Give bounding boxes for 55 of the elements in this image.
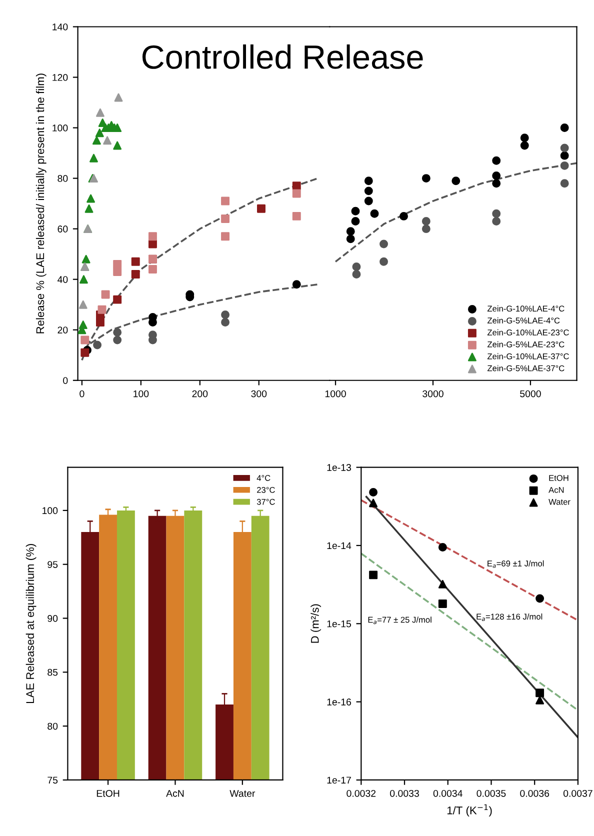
legend-label: Zein-G-5%LAE-23°C xyxy=(487,341,564,348)
x-tick-label: Water xyxy=(230,790,256,797)
y-tick-label: 75 xyxy=(48,776,58,784)
y-axis-title: D (m²/s) xyxy=(310,604,322,643)
y-tick-label: 1e-16 xyxy=(327,698,352,706)
y-tick-label: 95 xyxy=(48,561,58,568)
y-tick-label: 0 xyxy=(63,377,68,384)
x-tick-label: 300 xyxy=(251,390,267,398)
legend-label: 4°C xyxy=(256,475,270,481)
y-tick-label: 1e-13 xyxy=(327,464,352,471)
x-tick-label: AcN xyxy=(166,790,184,797)
y-tick-label: 1e-15 xyxy=(327,620,352,628)
x-tick-label: 200 xyxy=(192,390,208,398)
y-tick-label: 40 xyxy=(58,276,68,283)
annotation: E$_{a}$=69 ±1 J/mol xyxy=(488,560,544,568)
x-tick-label: 5000 xyxy=(520,390,541,398)
y-tick-label: 100 xyxy=(42,507,58,514)
legend-label: Water xyxy=(548,499,570,505)
x-tick-label: 0.0035 xyxy=(476,790,506,797)
y-tick-label: 85 xyxy=(48,668,58,676)
x-tick-label: 0.0036 xyxy=(520,790,550,797)
x-tick-label: 100 xyxy=(134,390,149,398)
x-axis-title: 1/T (K$^{−1}$) xyxy=(447,804,492,817)
y-tick-label: 100 xyxy=(52,124,68,132)
y-axis-title: Release % (LAE released/ initially present in the film) xyxy=(36,74,46,334)
legend-label: Zein-G-5%LAE-4°C xyxy=(487,317,560,324)
legend-label: EtOH xyxy=(549,475,568,481)
y-tick-label: 140 xyxy=(52,23,68,30)
legend-label: 37°C xyxy=(256,498,275,505)
x-tick-label: 0.0033 xyxy=(390,790,419,797)
y-tick-label: 20 xyxy=(58,326,68,334)
x-tick-label: 0 xyxy=(80,390,84,398)
y-tick-label: 90 xyxy=(48,615,58,622)
y-tick-label: 60 xyxy=(58,226,68,232)
annotation: E$_{a}$=128 ±16 J/mol xyxy=(476,613,542,621)
y-tick-label: 80 xyxy=(58,175,68,182)
y-tick-label: 120 xyxy=(52,74,68,81)
legend-label: Zein-G-10%LAE-23°C xyxy=(487,329,569,336)
legend-label: Zein-G-5%LAE-37°C xyxy=(487,365,564,372)
y-axis-title: LAE Released at equilibrium (%) xyxy=(26,544,36,704)
legend-label: Zein-G-10%LAE-37°C xyxy=(487,353,569,360)
y-tick-label: 1e-14 xyxy=(327,542,352,550)
x-tick-label: 3000 xyxy=(422,390,444,398)
legend-label: 23°C xyxy=(257,486,275,493)
x-tick-label: 0.0032 xyxy=(346,790,376,797)
legend-label: Zein-G-10%LAE-4°C xyxy=(487,305,564,312)
annotation: E$_{a}$=77 ± 25 J/mol xyxy=(368,616,432,624)
x-tick-label: 1000 xyxy=(325,390,346,398)
chart-title: Controlled Release xyxy=(142,44,423,69)
x-tick-label: 0.0037 xyxy=(563,790,592,797)
legend-label: AcN xyxy=(548,487,564,493)
y-tick-label: 80 xyxy=(48,722,58,730)
x-tick-label: 0.0034 xyxy=(433,790,462,797)
y-tick-label: 1e-17 xyxy=(327,776,351,784)
x-tick-label: EtOH xyxy=(96,790,120,797)
